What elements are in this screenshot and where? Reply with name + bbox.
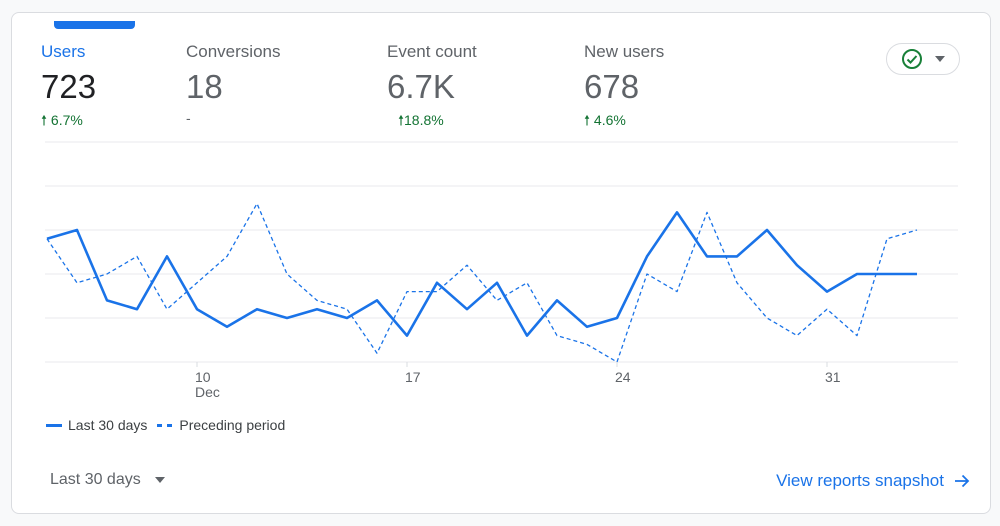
- x-tick-label: 10: [195, 369, 211, 385]
- metric-change: 🠕 6.7%: [41, 112, 83, 128]
- metric-tab-users[interactable]: Users 723 🠕 6.7%: [41, 42, 96, 134]
- series-last-30-days: [46, 211, 917, 337]
- metric-tab-event-count[interactable]: Event count 6.7K 🠕18.8%: [387, 42, 477, 134]
- date-range-dropdown[interactable]: Last 30 days: [50, 471, 165, 489]
- comparison-dropdown-button[interactable]: [886, 43, 960, 75]
- caret-down-icon: [935, 56, 945, 62]
- x-tick-label: 31: [825, 369, 841, 385]
- check-circle-icon: [902, 49, 922, 69]
- metric-label: Users: [41, 42, 86, 61]
- legend-solid-swatch: [46, 423, 62, 427]
- metric-value: 678: [584, 68, 640, 105]
- metric-tab-new-users[interactable]: New users 678 🠕 4.6%: [584, 42, 664, 134]
- active-tab-indicator: [54, 21, 135, 29]
- metric-label: Conversions: [186, 42, 281, 61]
- date-range-label: Last 30 days: [50, 471, 141, 488]
- arrow-up-icon: 🠕: [584, 112, 591, 128]
- metric-value: 18: [186, 68, 223, 105]
- x-tick-sublabel: Dec: [195, 384, 220, 400]
- legend-dashed-swatch: [157, 423, 174, 427]
- metric-label: Event count: [387, 42, 477, 61]
- metric-value: 723: [41, 68, 97, 105]
- arrow-up-icon: 🠕: [398, 112, 405, 128]
- link-label: View reports snapshot: [776, 471, 944, 490]
- metric-label: New users: [584, 42, 665, 61]
- x-tick-label: 17: [405, 369, 421, 385]
- overview-card: [11, 12, 991, 514]
- series-preceding-period: [46, 202, 918, 363]
- arrow-right-icon: [955, 474, 970, 488]
- legend-current: Last 30 days: [68, 417, 148, 433]
- metric-change: 🠕18.8%: [398, 112, 444, 128]
- metric-value: 6.7K: [387, 68, 455, 105]
- metric-change: 🠕 4.6%: [584, 112, 626, 128]
- metric-tab-conversions[interactable]: Conversions 18 -: [186, 42, 281, 126]
- legend-previous: Preceding period: [179, 417, 286, 433]
- caret-down-icon: [154, 477, 165, 483]
- arrow-up-icon: 🠕: [41, 112, 48, 128]
- x-tick-label: 24: [615, 369, 631, 385]
- metric-change: -: [186, 110, 191, 126]
- view-reports-snapshot-link[interactable]: View reports snapshot: [776, 471, 970, 491]
- chart-legend: Last 30 days Preceding period: [46, 417, 285, 433]
